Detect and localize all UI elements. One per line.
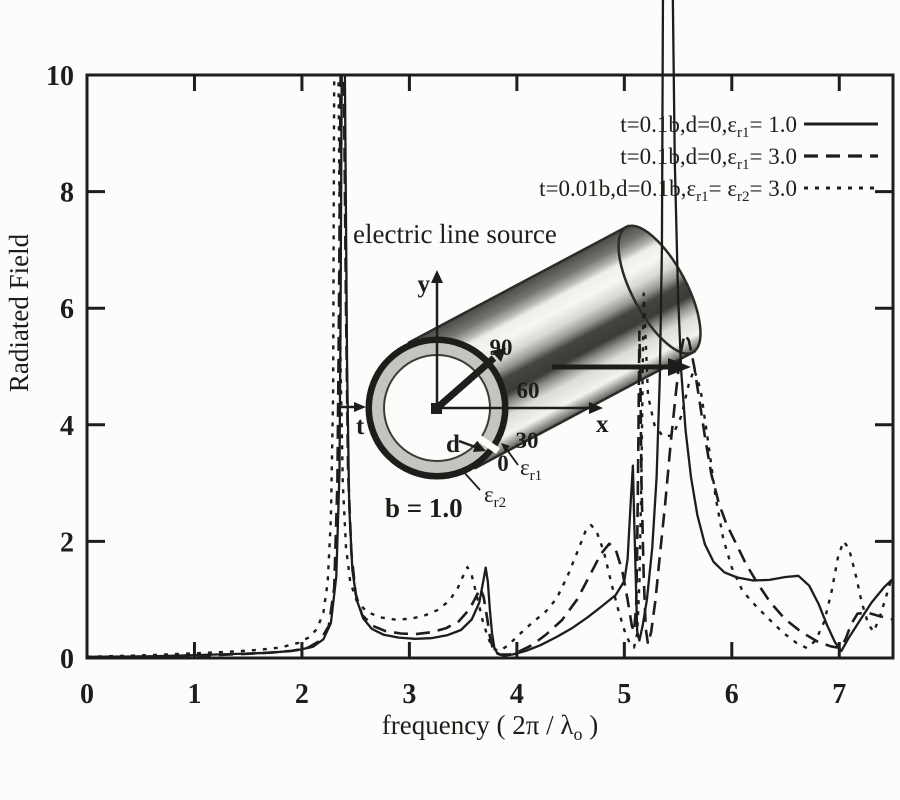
eps1-pointer-arrowhead [501,443,510,452]
x-tick-label: 3 [402,679,416,710]
y-tick-label: 10 [46,61,74,92]
ring-gap-slit [474,433,500,454]
eps1-base: ε [520,455,530,480]
angle-label-90: 90 [490,335,513,360]
angle-label-60: 60 [517,378,540,403]
y-tick-label: 2 [60,527,74,558]
legend: t=0.1b,d=0,εr1= 1.0 t=0.1b,d=0,εr1= 3.0 t=… [539,112,878,205]
x-tick-label: 5 [617,679,631,710]
legend-label-text: ε [727,144,737,169]
angle-label-0: 0 [497,451,509,476]
x-tick-label: 0 [80,679,94,710]
eps1-label: εr1 [520,455,542,484]
thickness-label: t [356,413,365,440]
legend-label: t=0.01b,d=0.1b,εr1= εr2= 3.0 [539,176,797,205]
eps2-base: ε [484,482,494,507]
radial-vector-arrow [434,355,497,411]
x-tick-label: 4 [510,679,524,710]
eps2-label: εr2 [484,482,506,511]
x-tick-label: 7 [832,679,846,710]
curve-long-dash [87,73,893,658]
eps1-sub: r1 [530,468,543,484]
legend-label-subscript: r2 [737,189,750,205]
gap-label: d [446,431,460,458]
x-axis-title: frequency ( 2π / λo ) [382,710,598,744]
y-axis-arrowhead [431,270,443,283]
legend-label-text: = [709,176,728,201]
y-axis-title: Radiated Field [4,233,34,392]
x-tick-label: 6 [725,679,739,710]
legend-label-text: t=0.01b,d=0.1b, [539,176,686,201]
x-axis-label: x [596,411,609,438]
curve-solid [87,0,893,658]
legend-label-subscript: r1 [696,189,709,205]
x-axis-title-close: ) [582,710,598,740]
x-tick-label: 1 [187,679,201,710]
legend-label-text: ε [686,176,696,201]
thickness-arrowhead [354,402,366,412]
legend-label: t=0.1b,d=0,εr1= 3.0 [620,144,797,173]
line-source-dot [431,403,442,414]
eps2-pointer-line [461,469,481,491]
x-axis-arrowhead [589,402,603,414]
legend-label-text: = 1.0 [750,112,797,137]
plot-frame [85,73,895,660]
eps2-sub: r2 [494,495,507,511]
y-tick-label: 4 [60,411,74,442]
legend-label-text: = 3.0 [750,176,797,201]
x-tick-label: 2 [295,679,309,710]
legend-label-text: = 3.0 [750,144,797,169]
legend-label-subscript: r1 [737,125,750,141]
inset-title: electric line source [353,219,557,249]
legend-label-subscript: r1 [737,157,750,173]
radial-vector-arrowhead [491,348,506,362]
eps1-pointer-line [504,446,519,466]
radius-label: b = 1.0 [385,493,463,523]
legend-label-text: ε [727,112,737,137]
y-tick-label: 6 [60,294,74,325]
legend-label: t=0.1b,d=0,εr1= 1.0 [620,112,797,141]
x-axis-title-sub: o [573,724,582,744]
curves-group [87,0,893,658]
y-tick-label: 8 [60,178,74,209]
angle-label-30: 30 [516,428,539,453]
inset-geometry-diagram: electric line source y x t [341,219,702,523]
legend-label-text: ε [727,176,737,201]
curve-short-dash [87,73,893,658]
gap-arrow [458,439,479,450]
axis-ticks: 0 1 2 3 4 5 6 7 0 2 4 6 8 10 [46,61,893,710]
y-tick-label: 0 [60,644,74,675]
x-axis-title-main: frequency ( 2π / λ [382,710,574,740]
y-axis-label: y [418,271,431,298]
gap-arrowhead [473,441,486,452]
